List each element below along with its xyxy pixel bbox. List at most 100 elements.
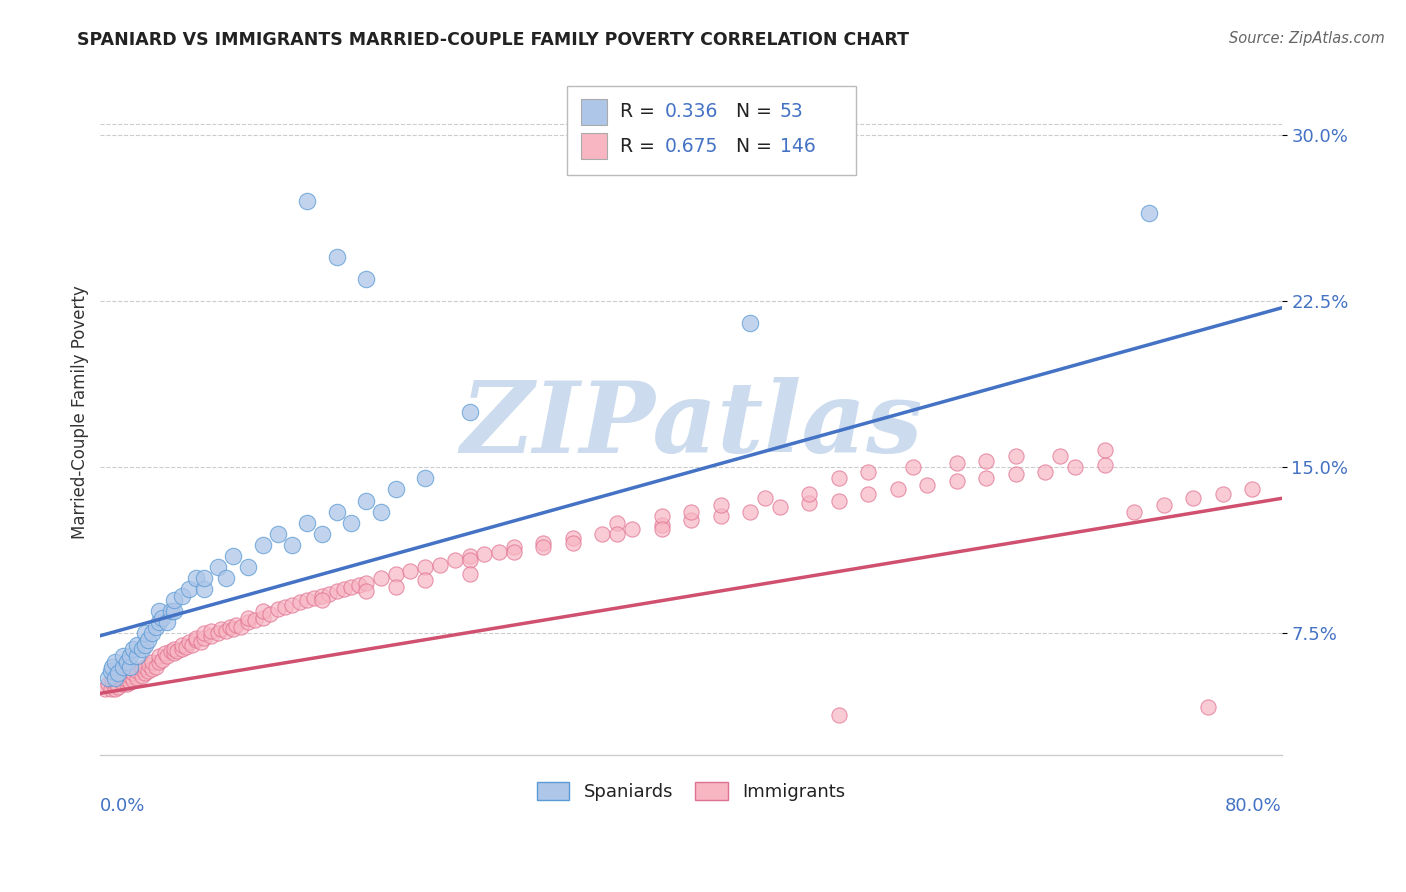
Point (156, 615, 179, 630)
Point (472, 547, 495, 561)
Text: 0.0%: 0.0% (100, 797, 146, 814)
Point (177, 635, 200, 649)
Text: 0.675: 0.675 (665, 136, 718, 155)
Point (104, 681, 127, 696)
Point (458, 549, 481, 563)
Point (236, 615, 259, 630)
Text: 0.336: 0.336 (665, 103, 718, 121)
Point (170, 589, 193, 603)
Point (561, 535, 583, 549)
Point (354, 575, 377, 590)
Point (163, 647, 186, 661)
Point (100, 681, 122, 696)
Point (252, 611, 274, 625)
Point (148, 615, 170, 630)
Point (134, 659, 156, 673)
Point (531, 540, 554, 554)
Point (141, 662, 163, 676)
Point (531, 535, 554, 549)
Point (97, 671, 120, 685)
Point (101, 659, 124, 673)
Point (858, 465, 880, 479)
Point (502, 540, 524, 554)
Point (166, 644, 188, 658)
Point (458, 405, 481, 419)
Point (200, 629, 222, 643)
Point (118, 659, 141, 673)
Point (946, 474, 969, 488)
Point (148, 655, 170, 669)
FancyBboxPatch shape (581, 99, 607, 125)
Point (215, 571, 238, 585)
Point (740, 505, 762, 519)
Point (1094, 442, 1116, 457)
Point (1197, 699, 1219, 714)
Point (340, 516, 363, 530)
Point (325, 584, 347, 599)
Point (127, 638, 149, 652)
Point (111, 659, 134, 673)
Point (413, 560, 436, 574)
Point (97, 677, 120, 691)
Point (225, 617, 247, 632)
Point (193, 571, 215, 585)
Point (399, 565, 422, 579)
Point (887, 483, 910, 497)
Point (134, 626, 156, 640)
Point (325, 505, 347, 519)
Point (458, 553, 481, 567)
Point (1064, 460, 1087, 475)
Point (502, 544, 524, 558)
Point (107, 680, 129, 694)
Point (136, 633, 159, 648)
Point (1005, 467, 1028, 481)
Point (215, 624, 238, 639)
Point (180, 638, 202, 652)
Point (650, 522, 672, 536)
Point (193, 582, 215, 597)
Point (304, 591, 326, 605)
Point (650, 509, 672, 524)
Point (295, 516, 318, 530)
Point (145, 659, 167, 673)
Point (252, 538, 274, 552)
Point (828, 493, 851, 508)
Point (141, 655, 163, 669)
Point (354, 272, 377, 286)
Point (606, 516, 628, 530)
Point (1005, 449, 1028, 463)
Point (145, 620, 167, 634)
Point (177, 582, 200, 597)
Point (901, 460, 924, 475)
Text: Source: ZipAtlas.com: Source: ZipAtlas.com (1229, 31, 1385, 46)
Point (222, 549, 245, 563)
Point (1035, 465, 1057, 479)
Point (222, 622, 245, 636)
Point (370, 571, 392, 585)
Point (1094, 458, 1116, 472)
Point (131, 662, 153, 676)
Point (107, 666, 129, 681)
Point (606, 526, 628, 541)
Point (104, 675, 127, 690)
Point (186, 571, 208, 585)
Point (1212, 487, 1234, 501)
Text: SPANIARD VS IMMIGRANTS MARRIED-COUPLE FAMILY POVERTY CORRELATION CHART: SPANIARD VS IMMIGRANTS MARRIED-COUPLE FA… (77, 31, 910, 49)
Point (976, 453, 998, 467)
Point (281, 538, 304, 552)
Point (252, 604, 274, 618)
Text: 53: 53 (780, 103, 803, 121)
Point (186, 631, 208, 645)
Point (1123, 505, 1146, 519)
Point (108, 673, 131, 687)
Y-axis label: Married-Couple Family Poverty: Married-Couple Family Poverty (72, 285, 89, 539)
Point (160, 644, 183, 658)
Text: 146: 146 (780, 136, 815, 155)
Point (1182, 491, 1205, 506)
Point (259, 607, 281, 621)
Point (111, 677, 134, 691)
Point (127, 664, 149, 678)
Point (193, 631, 215, 645)
Point (118, 668, 141, 682)
Point (740, 316, 762, 330)
